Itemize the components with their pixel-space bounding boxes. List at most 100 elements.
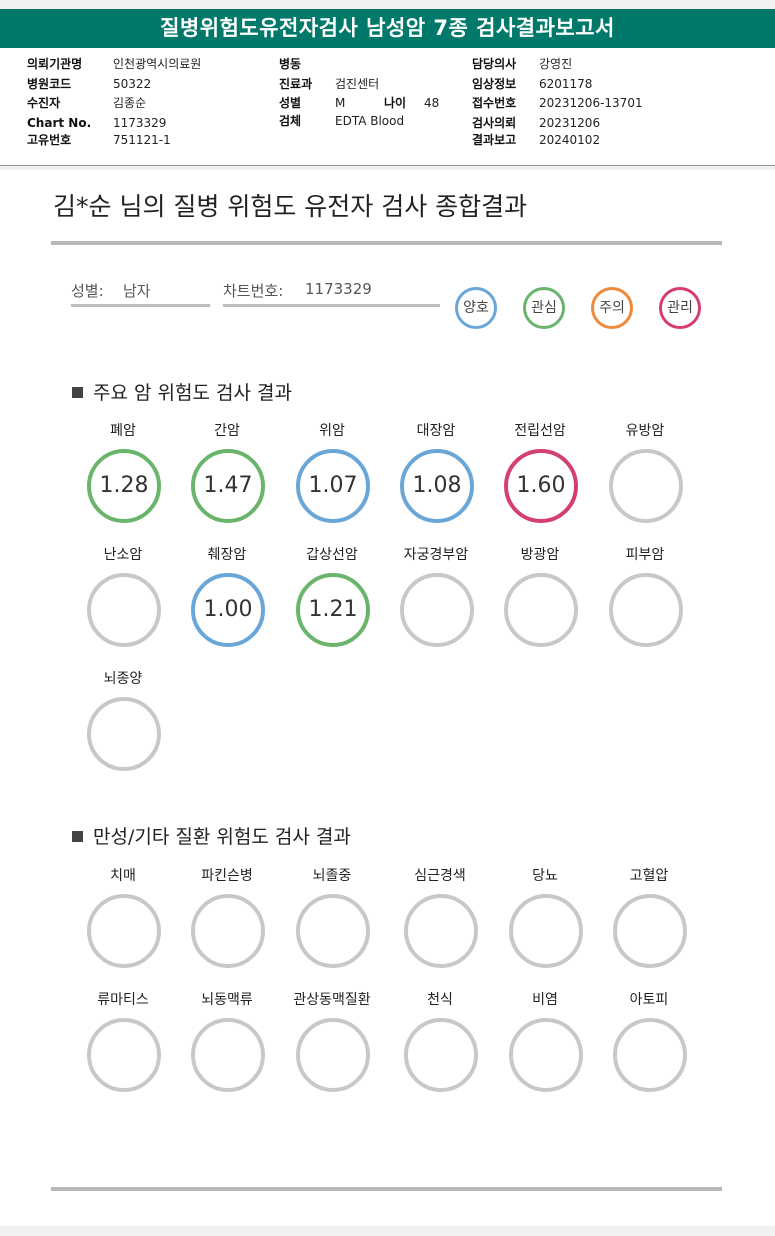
doctor-label: 담당의사 — [472, 57, 517, 71]
risk-item-name: 심근경색 — [414, 868, 466, 884]
legend-interest-badge: 관심 — [523, 287, 565, 329]
risk-score-ring — [509, 1018, 583, 1092]
ward-label: 병동 — [279, 57, 302, 71]
risk-score-ring: 1.28 — [87, 449, 161, 523]
risk-item-name: 대장암 — [416, 423, 456, 439]
risk-item-name: 뇌종양 — [103, 671, 143, 687]
risk-item-name: 난소암 — [103, 547, 143, 563]
chronic-section-label: 만성/기타 질환 위험도 검사 결과 — [93, 826, 351, 848]
patient-info-panel: 의뢰기관명 인천광역시의료원 병원코드 50322 수진자 김종순 Chart … — [0, 48, 775, 166]
risk-score-ring — [191, 1018, 265, 1092]
risk-score-ring — [404, 894, 478, 968]
age-label: 나이 — [384, 96, 407, 110]
risk-item-name: 췌장암 — [207, 547, 247, 563]
institution-value: 인천광역시의료원 — [113, 57, 202, 71]
risk-score-ring — [404, 1018, 478, 1092]
chronic-section-title: 만성/기타 질환 위험도 검사 결과 — [72, 822, 351, 849]
risk-score-ring: 1.00 — [191, 573, 265, 647]
section-bullet-icon — [72, 387, 83, 398]
patient-value: 김종순 — [113, 96, 147, 110]
risk-item-name: 위암 — [319, 423, 345, 439]
patient-label: 수진자 — [27, 96, 61, 110]
result-page: 김*순 님의 질병 위험도 유전자 검사 종합결과 성별: 남자 차트번호: 1… — [0, 170, 775, 1226]
risk-item-name: 당뇨 — [532, 868, 558, 884]
chart-no-label: Chart No. — [27, 116, 92, 130]
risk-item-name: 폐암 — [110, 423, 136, 439]
risk-item-name: 피부암 — [625, 547, 665, 563]
sex-field-label: 성별: — [71, 282, 104, 300]
chart-no-value: 1173329 — [113, 116, 167, 130]
specimen-label: 검체 — [279, 114, 302, 128]
risk-item-name: 비염 — [532, 992, 558, 1008]
legend-good-badge: 양호 — [455, 287, 497, 329]
risk-item-name: 류마티스 — [97, 992, 149, 1008]
risk-item-name: 천식 — [427, 992, 453, 1008]
specimen-value: EDTA Blood — [335, 114, 405, 128]
legend-manage-badge: 관리 — [659, 287, 701, 329]
dept-value: 검진센터 — [335, 77, 380, 91]
risk-item-name: 파킨슨병 — [201, 868, 253, 884]
risk-item-name: 치매 — [110, 868, 136, 884]
sex-field-value: 남자 — [123, 282, 151, 300]
risk-item-name: 간암 — [214, 423, 240, 439]
cancer-section-label: 주요 암 위험도 검사 결과 — [93, 382, 292, 404]
age-value: 48 — [424, 96, 440, 110]
risk-item-name: 전립선암 — [514, 423, 566, 439]
risk-score-ring: 1.07 — [296, 449, 370, 523]
legend-caution-badge: 주의 — [591, 287, 633, 329]
risk-item-name: 유방암 — [625, 423, 665, 439]
unique-no-label: 고유번호 — [27, 133, 72, 147]
chart-field-value: 1173329 — [305, 280, 372, 298]
clinical-info-value: 6201178 — [539, 77, 593, 91]
receipt-no-label: 접수번호 — [472, 96, 517, 110]
risk-score-ring: 1.21 — [296, 573, 370, 647]
risk-score-ring: 1.08 — [400, 449, 474, 523]
chart-field-label: 차트번호: — [223, 282, 284, 300]
section-bullet-icon — [72, 831, 83, 842]
hospital-code-label: 병원코드 — [27, 77, 72, 91]
unique-no-value: 751121-1 — [113, 133, 171, 147]
risk-score-ring: 1.47 — [191, 449, 265, 523]
risk-score-ring — [613, 1018, 687, 1092]
risk-item-name: 고혈압 — [629, 868, 669, 884]
risk-score-ring — [87, 573, 161, 647]
risk-score-ring — [87, 697, 161, 771]
risk-item-name: 아토피 — [629, 992, 669, 1008]
risk-score-ring — [509, 894, 583, 968]
report-date-label: 결과보고 — [472, 133, 517, 147]
risk-item-name: 자궁경부암 — [403, 547, 469, 563]
risk-score-ring — [504, 573, 578, 647]
risk-item-name: 뇌졸중 — [312, 868, 352, 884]
risk-score-ring — [87, 894, 161, 968]
risk-score-ring — [191, 894, 265, 968]
risk-score-ring — [87, 1018, 161, 1092]
report-date-value: 20240102 — [539, 133, 601, 147]
report-title-banner: 질병위험도유전자검사 남성암 7종 검사결과보고서 — [0, 9, 775, 48]
sex-value: M — [335, 96, 346, 110]
risk-item-name: 관상동맥질환 — [293, 992, 371, 1008]
chart-field: 차트번호: 1173329 — [223, 278, 440, 307]
hospital-code-value: 50322 — [113, 77, 152, 91]
doctor-value: 강영진 — [539, 57, 573, 71]
clinical-info-label: 임상정보 — [472, 77, 517, 91]
bottom-divider — [51, 1187, 722, 1191]
cancer-section-title: 주요 암 위험도 검사 결과 — [72, 378, 292, 405]
risk-score-ring — [400, 573, 474, 647]
risk-score-ring: 1.60 — [504, 449, 578, 523]
request-date-label: 검사의뢰 — [472, 116, 517, 130]
risk-score-ring — [296, 894, 370, 968]
risk-score-ring — [609, 573, 683, 647]
request-date-value: 20231206 — [539, 116, 601, 130]
sex-label: 성별 — [279, 96, 302, 110]
dept-label: 진료과 — [279, 77, 313, 91]
institution-label: 의뢰기관명 — [27, 57, 83, 71]
risk-score-ring — [613, 894, 687, 968]
top-divider — [51, 241, 722, 245]
risk-item-name: 방광암 — [520, 547, 560, 563]
risk-item-name: 갑상선암 — [306, 547, 358, 563]
risk-score-ring — [296, 1018, 370, 1092]
sex-field: 성별: 남자 — [71, 278, 210, 307]
receipt-no-value: 20231206-13701 — [539, 96, 643, 110]
summary-title: 김*순 님의 질병 위험도 유전자 검사 종합결과 — [53, 192, 528, 221]
risk-score-ring — [609, 449, 683, 523]
